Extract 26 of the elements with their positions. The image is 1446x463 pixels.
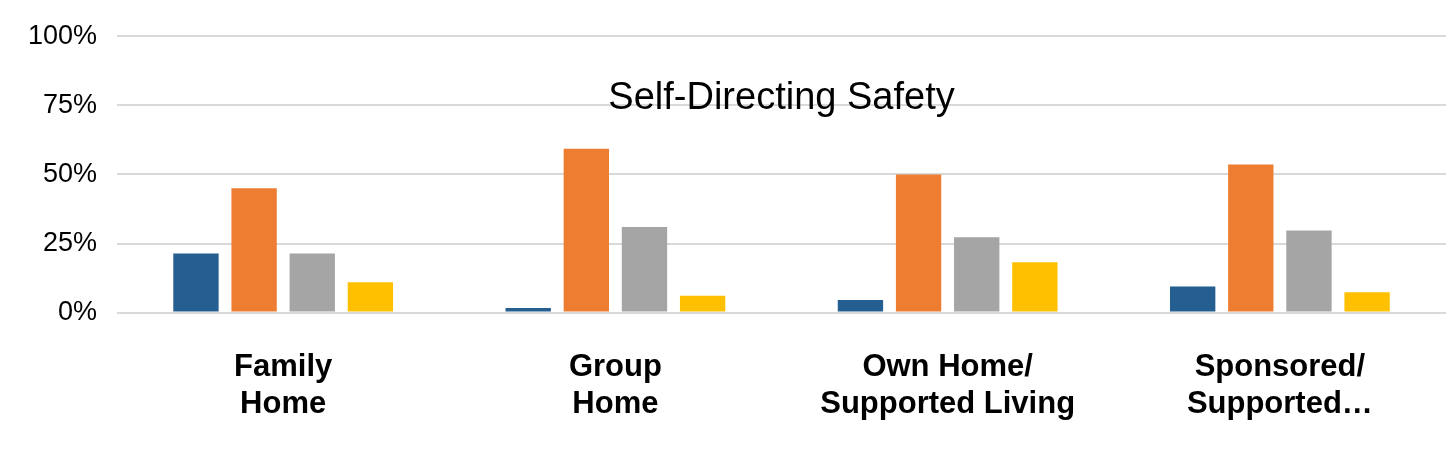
x-tick-label: Sponsored/ Supported… [1186, 347, 1373, 420]
bar [1012, 262, 1058, 312]
bar [173, 253, 219, 312]
bar [1169, 286, 1216, 312]
bar [1344, 292, 1390, 312]
x-tick-label: Own Home/ Supported Living [820, 347, 1076, 420]
bar [505, 307, 551, 312]
text: Self-Directing Safety [608, 74, 955, 117]
bar [563, 148, 610, 312]
bar [347, 282, 394, 312]
y-tick-label: 25% [43, 226, 98, 257]
y-tick-label: 75% [43, 88, 98, 119]
bar [1228, 164, 1274, 312]
bar [231, 188, 277, 312]
bar [954, 237, 1000, 312]
bar [679, 295, 726, 312]
x-tick-label: Family Home [234, 347, 334, 420]
bar [1286, 230, 1332, 312]
y-tick-label: 50% [43, 157, 98, 188]
bar [289, 253, 335, 312]
bar [895, 174, 942, 312]
x-tick-label: Group Home [568, 347, 662, 420]
bar [837, 299, 884, 312]
bar [621, 226, 668, 312]
y-tick-label: 0% [58, 296, 98, 327]
y-tick-label: 100% [27, 19, 98, 50]
